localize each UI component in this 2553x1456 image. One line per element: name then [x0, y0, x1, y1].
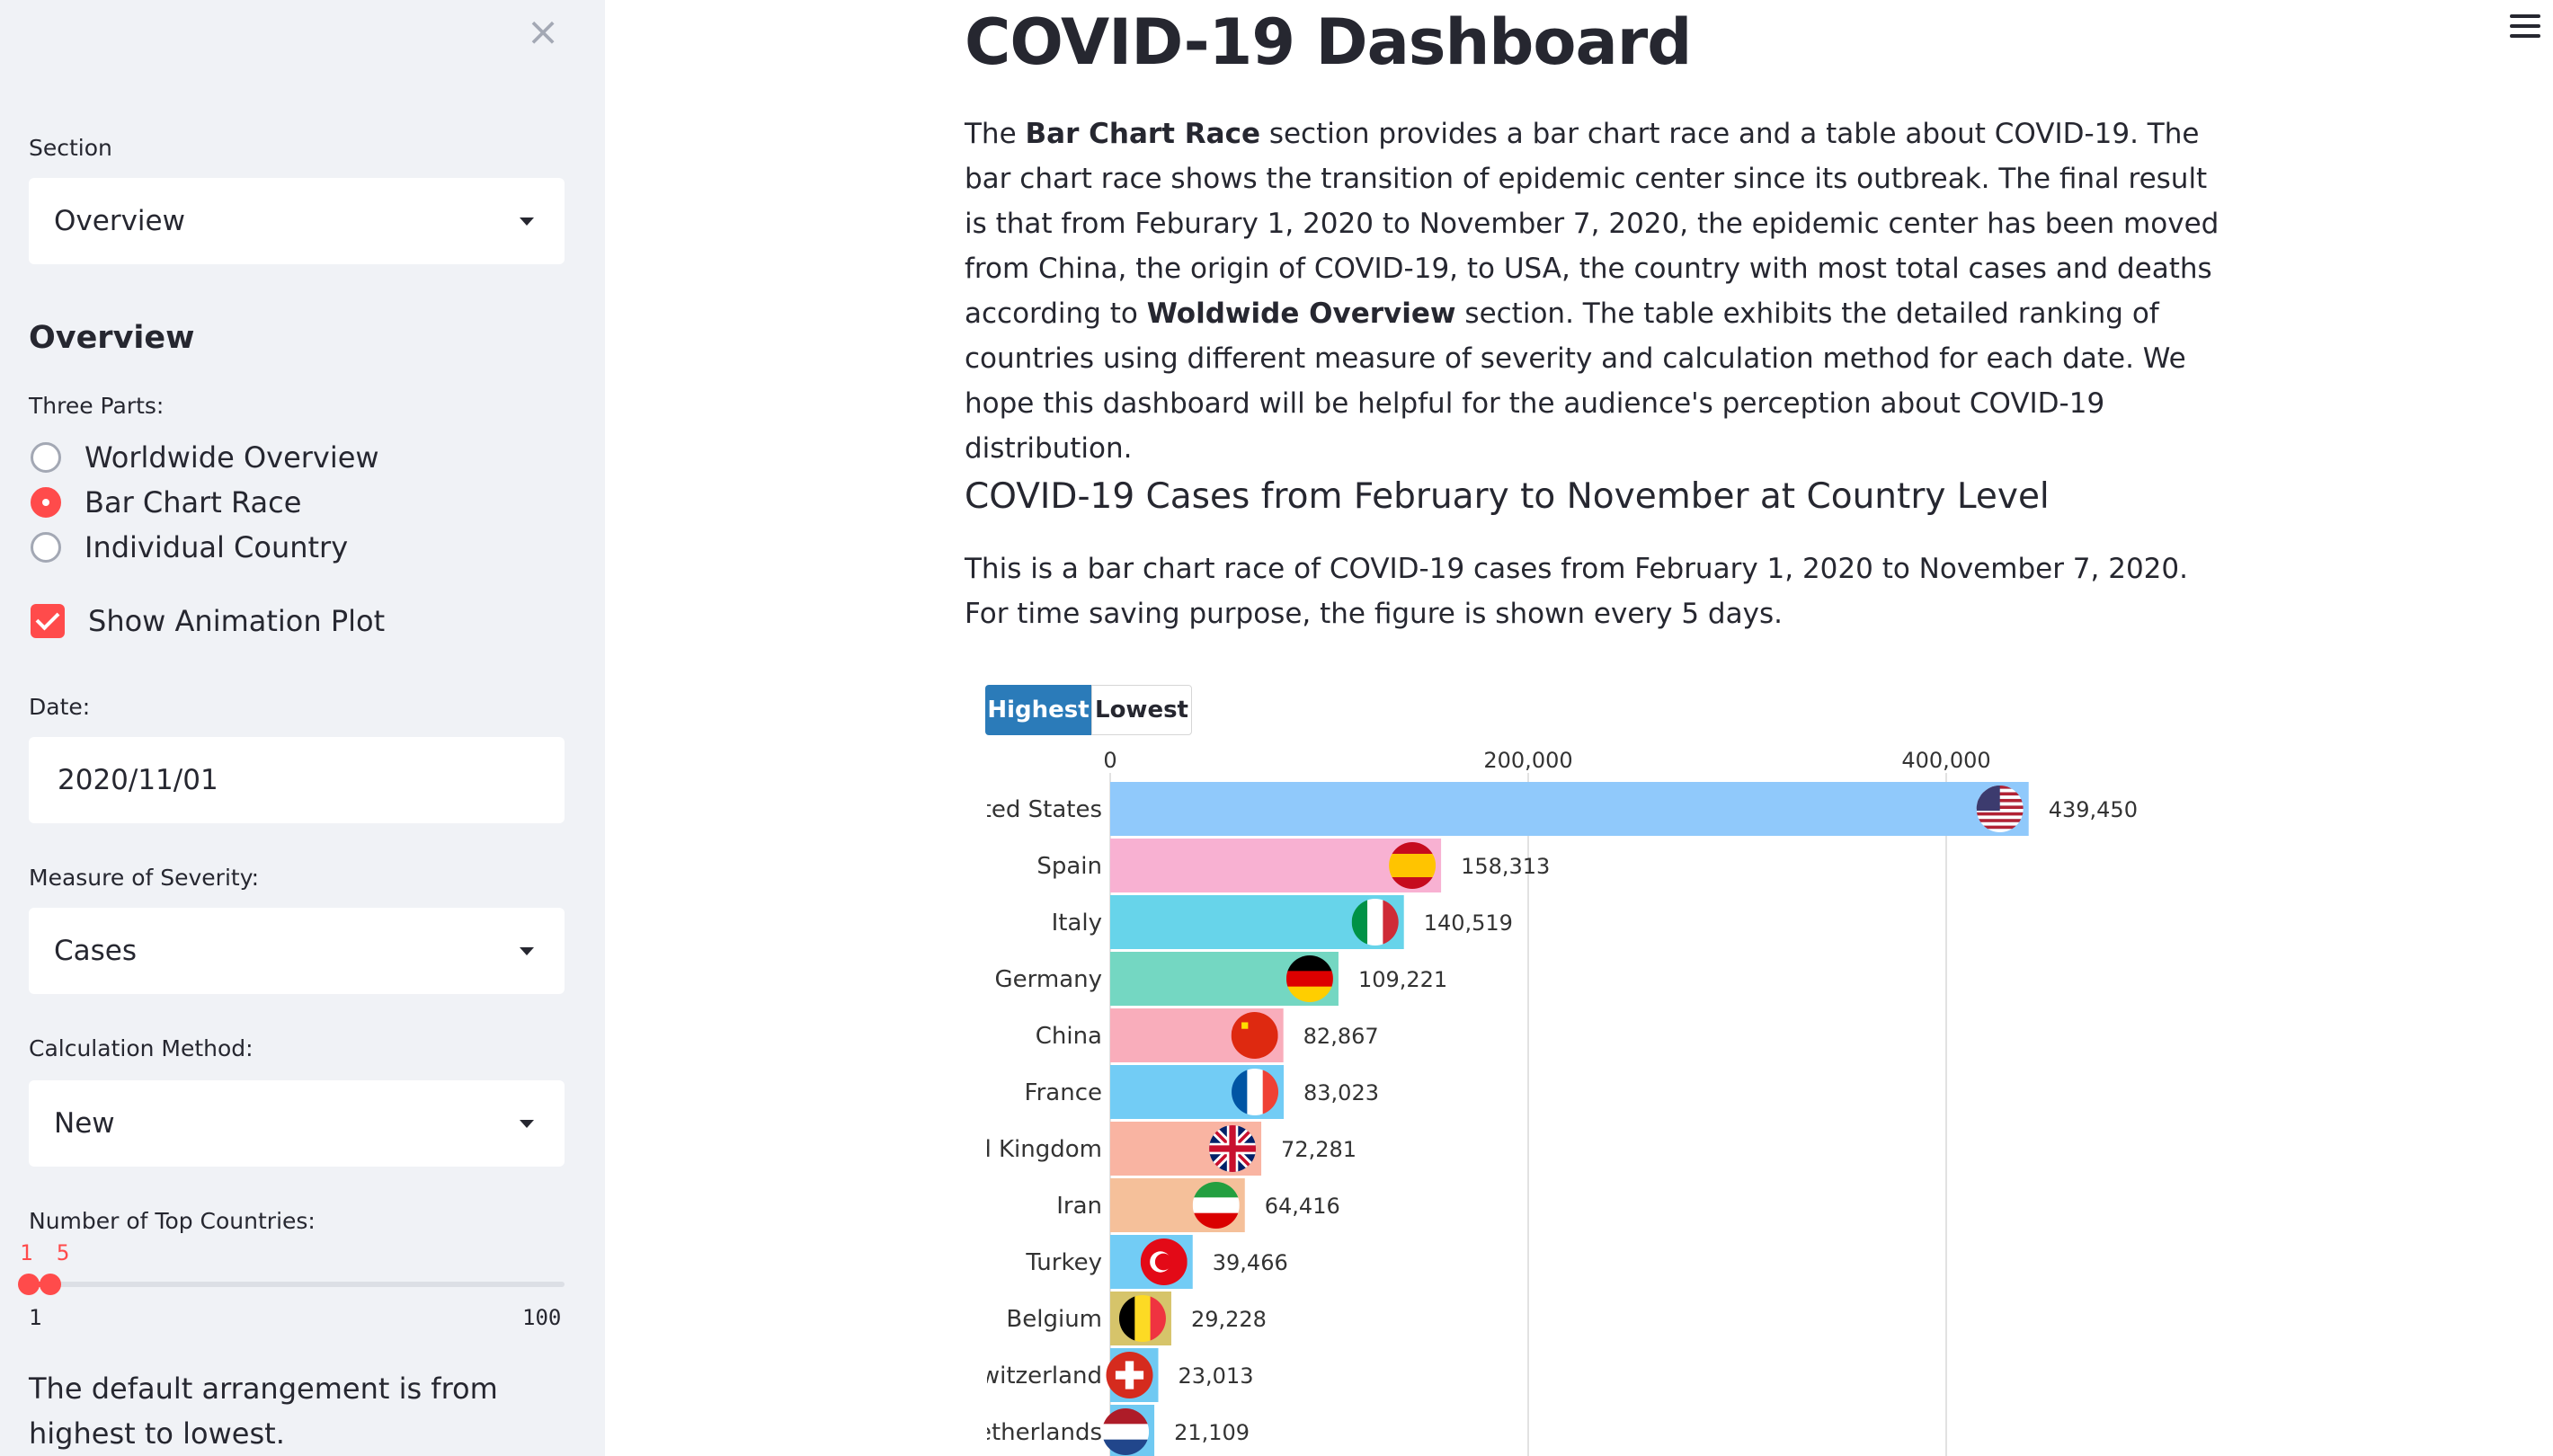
category-label: witzerland [981, 1363, 1102, 1389]
value-label: 21,109 [1174, 1420, 1250, 1445]
toggle-highest-button[interactable]: Highest [985, 685, 1091, 735]
us-flag-icon [1976, 786, 2024, 832]
category-label: Spain [1036, 853, 1102, 880]
radio-individual-country[interactable]: Individual Country [31, 528, 348, 567]
intro-text: section. The table exhibits the detailed… [965, 297, 2186, 465]
germany-flag-icon [1285, 955, 1333, 1002]
belgium-flag-icon [1118, 1295, 1166, 1342]
france-flag-icon [1232, 1069, 1279, 1115]
section-select[interactable]: Overview [29, 178, 565, 264]
intro-text: section provides a bar chart race and a … [965, 118, 2219, 330]
severity-label: Measure of Severity: [29, 865, 260, 891]
value-label: 140,519 [1424, 910, 1513, 936]
checkbox-checked-icon[interactable] [31, 604, 65, 638]
category-label: France [1025, 1079, 1102, 1106]
x-tick-label: 400,000 [1901, 748, 1990, 773]
date-label: Date: [29, 694, 91, 720]
category-label: Germany [994, 966, 1102, 993]
chevron-down-icon [520, 217, 534, 226]
category-label: Turkey [1025, 1249, 1102, 1276]
date-value: 2020/11/01 [58, 764, 218, 796]
bar [1110, 839, 1442, 892]
category-label: Italy [1052, 910, 1102, 937]
intro-bold-text: Bar Chart Race [1025, 118, 1260, 150]
radio-icon[interactable] [31, 442, 61, 473]
iran-flag-icon [1192, 1182, 1240, 1229]
category-label: Iran [1056, 1193, 1102, 1220]
arrangement-note: The default arrangement is from highest … [29, 1372, 498, 1451]
value-label: 39,466 [1213, 1250, 1288, 1275]
value-label: 83,023 [1303, 1080, 1379, 1105]
value-label: 23,013 [1179, 1363, 1254, 1389]
show-animation-checkbox[interactable]: Show Animation Plot [31, 599, 385, 644]
value-label: 109,221 [1358, 967, 1447, 992]
intro-paragraph: The Bar Chart Race section provides a ba… [965, 111, 2232, 471]
value-label: 158,313 [1461, 854, 1550, 879]
section-subtitle: COVID-19 Cases from February to November… [965, 476, 2050, 517]
value-label: 72,281 [1281, 1137, 1357, 1162]
value-label: 82,867 [1303, 1024, 1379, 1049]
top-countries-label: Number of Top Countries: [29, 1208, 316, 1234]
slider-min-label: 1 [29, 1305, 42, 1330]
china-flag-icon [1231, 1012, 1278, 1059]
menu-line [2510, 14, 2540, 18]
slider-max-label: 100 [522, 1305, 562, 1330]
severity-select[interactable]: Cases [29, 908, 565, 994]
parts-label: Three Parts: [29, 393, 165, 419]
close-icon[interactable]: × [526, 9, 560, 55]
bar [1110, 782, 2029, 836]
switzerland-flag-icon [1106, 1352, 1153, 1398]
bar-chart-race: 0 200,000 400,000 ited States 439,450 Spain 15… [980, 748, 2138, 1456]
section-label: Section [29, 135, 112, 161]
slider-handle-min[interactable] [18, 1274, 40, 1295]
method-select-value: New [54, 1107, 115, 1140]
chevron-down-icon [520, 1119, 534, 1128]
radio-label: Individual Country [85, 530, 349, 564]
turkey-flag-icon [1140, 1238, 1188, 1285]
sidebar: × Section Overview Overview Three Parts:… [0, 0, 605, 1456]
intro-text: The [965, 118, 1026, 150]
radio-bar-chart-race[interactable]: Bar Chart Race [31, 483, 301, 522]
severity-select-value: Cases [54, 935, 138, 967]
x-tick-label: 200,000 [1483, 748, 1572, 773]
radio-selected-icon[interactable] [31, 487, 61, 518]
radio-label: Bar Chart Race [85, 485, 302, 519]
page-title: COVID-19 Dashboard [965, 5, 1692, 79]
category-label: d Kingdom [980, 1136, 1102, 1163]
sidebar-heading: Overview [29, 320, 195, 356]
date-input[interactable]: 2020/11/01 [29, 737, 565, 823]
intro-bold-text: Woldwide Overview [1146, 297, 1456, 330]
x-tick-label: 0 [1103, 748, 1116, 773]
value-label: 439,450 [2049, 797, 2138, 822]
radio-label: Worldwide Overview [85, 440, 379, 475]
category-label: China [1036, 1023, 1102, 1050]
category-label: letherlands [980, 1419, 1102, 1446]
chart-description: This is a bar chart race of COVID-19 cas… [965, 553, 2188, 630]
toggle-lowest-button[interactable]: Lowest [1091, 685, 1192, 735]
slider-value: 1 5 [20, 1240, 76, 1265]
uk-flag-icon [1209, 1125, 1257, 1172]
italy-flag-icon [1351, 899, 1399, 946]
chevron-down-icon [520, 946, 534, 955]
menu-line [2510, 34, 2540, 38]
radio-icon[interactable] [31, 532, 61, 563]
checkbox-label: Show Animation Plot [88, 604, 386, 638]
slider-track[interactable] [29, 1282, 565, 1287]
section-select-value: Overview [54, 205, 185, 237]
method-label: Calculation Method: [29, 1035, 254, 1061]
radio-worldwide-overview[interactable]: Worldwide Overview [31, 438, 379, 477]
slider-handle-max[interactable] [40, 1274, 61, 1295]
value-label: 64,416 [1265, 1194, 1340, 1219]
menu-line [2510, 24, 2540, 28]
hamburger-icon[interactable] [2510, 14, 2540, 41]
method-select[interactable]: New [29, 1080, 565, 1167]
category-label: ited States [980, 796, 1102, 823]
category-label: Belgium [1006, 1306, 1102, 1333]
netherlands-flag-icon [1102, 1408, 1150, 1455]
value-label: 29,228 [1191, 1307, 1267, 1332]
